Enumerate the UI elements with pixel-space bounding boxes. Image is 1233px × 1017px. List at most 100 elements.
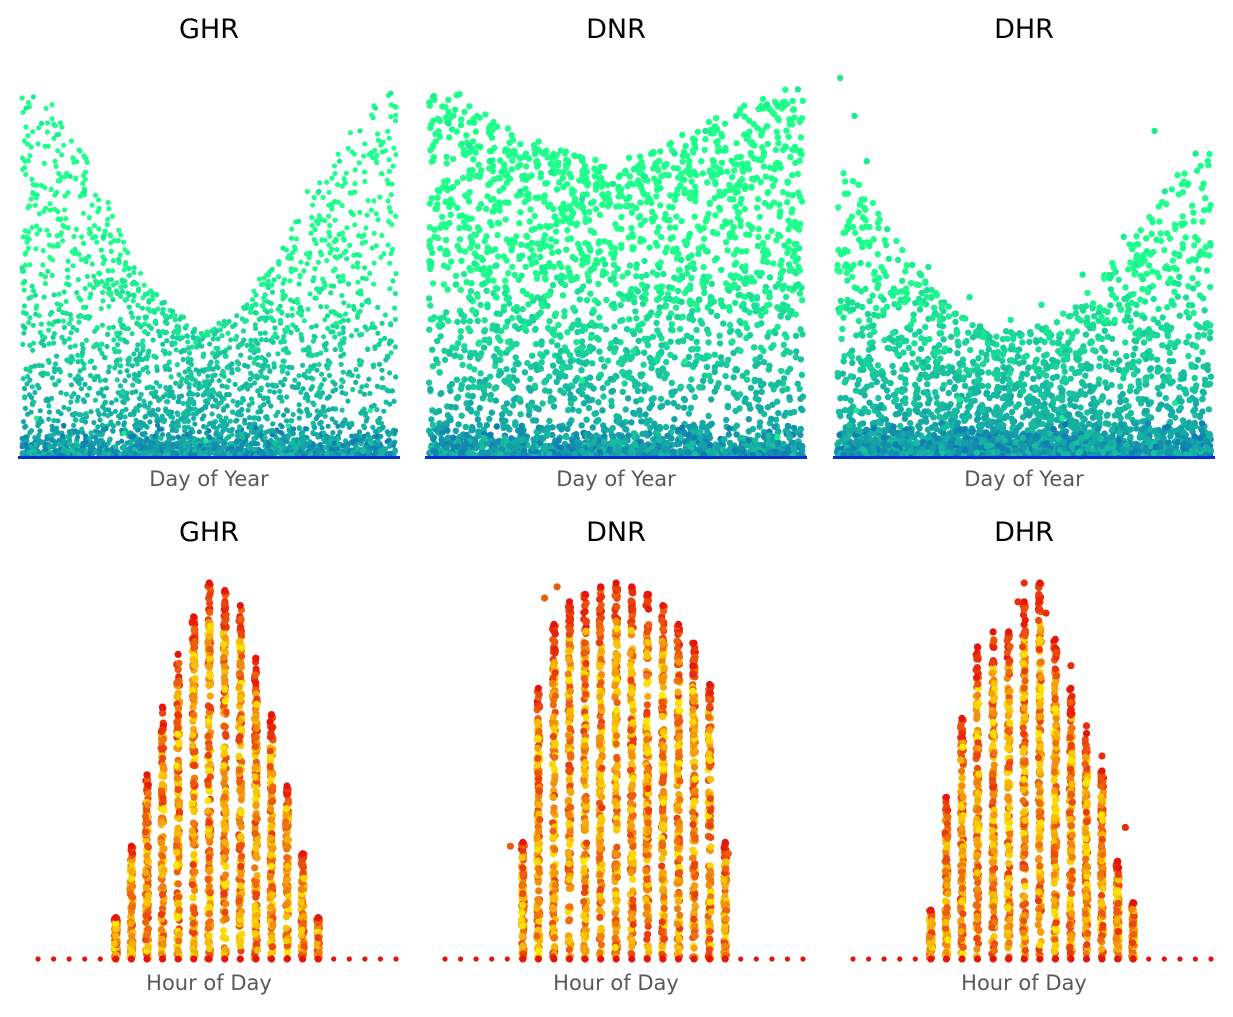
data-point	[699, 377, 707, 384]
data-point	[626, 262, 634, 269]
data-point	[311, 362, 317, 368]
data-point	[497, 157, 504, 164]
data-point	[185, 424, 191, 430]
data-point	[640, 237, 647, 244]
data-point	[757, 105, 764, 112]
data-point	[358, 437, 364, 443]
data-point	[437, 333, 444, 340]
data-point	[221, 445, 227, 451]
data-point	[229, 366, 235, 372]
data-point	[54, 451, 60, 457]
data-point	[49, 437, 55, 443]
data-point	[160, 348, 166, 354]
data-point	[262, 435, 268, 441]
data-point	[693, 326, 700, 334]
data-point	[726, 321, 734, 329]
data-point	[121, 267, 127, 273]
data-point	[764, 140, 772, 148]
data-point	[466, 172, 474, 179]
data-point	[38, 271, 44, 277]
data-point	[573, 221, 580, 229]
data-point	[49, 102, 55, 108]
data-point	[143, 445, 149, 451]
data-point	[92, 192, 99, 198]
data-point	[707, 293, 714, 301]
data-point	[91, 223, 98, 229]
data-point	[722, 239, 730, 246]
data-point	[311, 425, 318, 431]
data-point	[557, 205, 564, 212]
chart-panel: GHR Day of Year	[14, 0, 404, 500]
data-point	[663, 343, 670, 351]
data-point	[298, 389, 304, 395]
data-point	[87, 359, 93, 365]
data-point	[722, 147, 729, 154]
data-point	[365, 346, 371, 352]
data-point	[354, 260, 361, 266]
data-point	[740, 168, 747, 175]
data-point	[265, 283, 271, 289]
data-point	[49, 321, 56, 327]
data-point	[130, 314, 136, 320]
data-point	[625, 295, 632, 302]
data-point	[357, 209, 363, 215]
data-point	[457, 353, 464, 361]
data-point	[106, 364, 112, 370]
data-point	[141, 398, 147, 404]
data-point	[662, 210, 669, 218]
data-point	[288, 329, 294, 336]
data-point	[188, 406, 195, 412]
data-point	[369, 321, 375, 327]
data-point	[755, 233, 762, 241]
data-point	[734, 328, 742, 335]
data-point	[193, 340, 199, 346]
data-point	[541, 378, 548, 386]
data-point	[679, 131, 686, 138]
data-point	[218, 394, 224, 400]
data-point	[166, 366, 173, 373]
data-point	[758, 144, 766, 151]
data-point	[477, 370, 484, 377]
data-point	[561, 308, 568, 315]
data-point	[375, 420, 381, 426]
data-point	[320, 276, 326, 282]
data-point	[631, 299, 638, 306]
data-point	[114, 377, 120, 383]
data-point	[466, 363, 473, 370]
data-point	[293, 444, 299, 450]
data-point	[130, 298, 136, 304]
scatter-plot-area	[425, 86, 807, 460]
data-point	[595, 280, 602, 287]
data-point	[100, 254, 106, 260]
data-point	[21, 385, 28, 392]
data-point	[513, 307, 520, 315]
data-point	[359, 331, 365, 338]
data-point	[324, 313, 331, 319]
data-point	[704, 304, 711, 311]
data-point	[456, 90, 463, 98]
data-point	[287, 432, 293, 438]
data-point	[742, 280, 749, 287]
data-point	[635, 177, 642, 185]
data-point	[748, 183, 755, 190]
data-point	[371, 260, 377, 266]
data-point	[193, 367, 199, 373]
data-point	[349, 190, 355, 196]
data-point	[442, 114, 450, 121]
data-point	[223, 321, 230, 327]
data-point	[358, 410, 364, 416]
data-point	[41, 342, 47, 349]
data-point	[144, 424, 150, 430]
data-point	[96, 432, 102, 438]
data-point	[313, 218, 320, 224]
data-point	[153, 389, 159, 395]
data-point	[166, 359, 172, 365]
data-point	[48, 186, 54, 192]
data-point	[303, 442, 309, 448]
data-point	[387, 443, 393, 449]
data-point	[615, 173, 623, 181]
data-point	[478, 167, 485, 174]
data-point	[386, 388, 392, 394]
data-point	[53, 425, 60, 431]
data-point	[432, 205, 439, 212]
